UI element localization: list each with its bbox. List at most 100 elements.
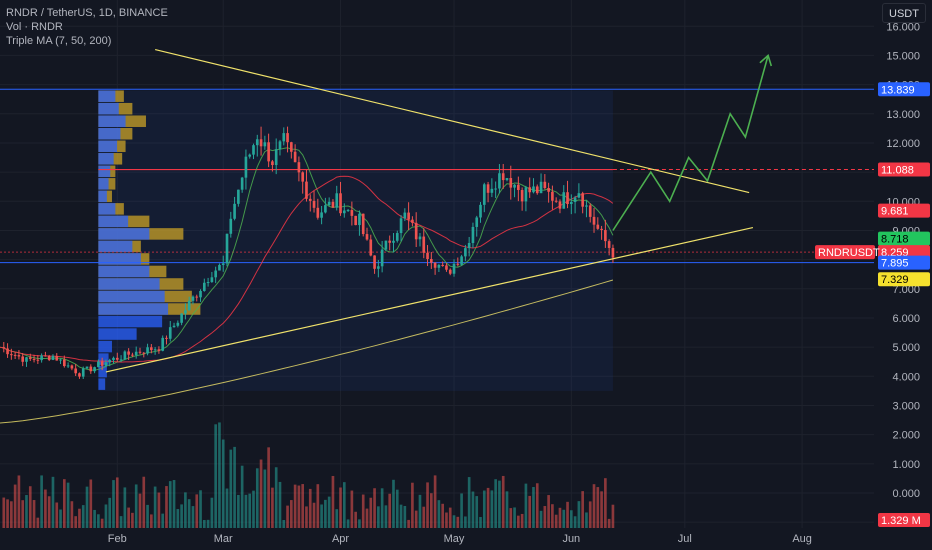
tag-ma50-bg [878,203,930,218]
candle [97,361,100,368]
candle [138,351,142,353]
time-axis-label: Apr [332,533,349,545]
candle [452,263,456,274]
volume-bar [479,517,482,528]
candle [535,186,539,194]
time-axis: Feb Mar Apr May Jun Jul Aug [108,533,812,545]
volume-bar [138,493,142,528]
volume-bar [569,510,573,528]
candle [448,269,452,274]
candle [509,178,513,188]
candle [13,354,17,356]
volume-bar [191,506,195,528]
candle [32,358,36,360]
candle [161,337,165,351]
candle [286,133,289,143]
candle [482,184,486,205]
volume-bar [214,424,217,528]
time-axis-label: Jul [678,533,692,545]
volume-bar [293,484,297,528]
volume-bar [456,516,460,528]
volume-bar [430,493,433,528]
candle [600,228,603,231]
volume-bar [308,488,312,528]
candle [278,141,282,150]
trendlines [105,49,754,373]
volume-bar [532,487,535,528]
vp-row-buy [98,265,150,278]
volume-bar [441,503,444,528]
vp-row-buy [98,315,163,328]
volume-bar [335,509,339,528]
candle [498,173,501,189]
volume-bar [585,512,588,528]
candle [202,282,206,291]
volume-bar [286,505,289,528]
candle [305,181,308,199]
candle [585,205,588,207]
candle [244,156,248,178]
candle [51,355,55,360]
volume-bar [195,494,199,528]
volume-bar [520,513,524,528]
candle [214,270,217,278]
volume-bar [392,479,395,528]
volume-bar [566,501,569,528]
volume-bar [551,504,554,528]
vp-row-buy [98,290,165,303]
volume-legend[interactable]: Vol · RNDR [6,21,63,33]
candle [403,212,407,219]
volume-bar [97,514,100,528]
volume-bar [10,501,13,528]
tag-ma50: 9.681 [881,206,909,218]
candle [316,207,320,218]
tag-11088: 11.088 [881,165,914,177]
volume-bar [607,518,611,528]
candle [146,347,149,354]
price-axis-label: 13.000 [886,109,920,121]
volume-bar [573,516,577,528]
vp-row-buy [98,353,109,365]
candle [377,266,380,269]
candle [414,222,418,240]
candle [339,193,342,214]
volume-bar [505,491,509,528]
candle [59,359,62,361]
candle [373,255,376,269]
volume-bar [225,488,229,528]
volume-bar [316,484,320,528]
price-axis-label: 16.000 [886,21,920,33]
volume-bar [13,484,17,528]
candle [520,190,524,202]
candle [577,193,581,198]
price-axis-label: 15.000 [886,50,920,62]
candle [248,154,252,157]
currency-button[interactable]: USDT [882,3,926,23]
ma-legend[interactable]: Triple MA (7, 50, 200) [6,35,112,47]
candle [115,357,119,360]
vp-row-buy [98,328,137,340]
symbol-legend[interactable]: RNDR / TetherUS, 1D, BINANCE [6,7,168,19]
volume-bar [403,505,407,528]
volume-bar [70,501,74,528]
candle [479,204,482,218]
volume-bar [543,506,547,528]
volume-bar [180,504,183,528]
candle [123,351,127,360]
volume-bar [418,494,422,528]
candle [501,173,505,181]
symbol-tag: RNDRUSDT [818,247,880,259]
candle [441,264,444,266]
candle [505,178,509,181]
volume-bar [172,480,176,528]
volume-bar [85,486,89,528]
volume-bar [384,505,388,528]
candle [255,139,259,146]
volume-bar [475,496,479,528]
candle [392,240,395,243]
candle [233,203,236,219]
tag-7895-bg [878,255,930,270]
volume-bar [437,500,441,528]
candle [153,349,157,351]
